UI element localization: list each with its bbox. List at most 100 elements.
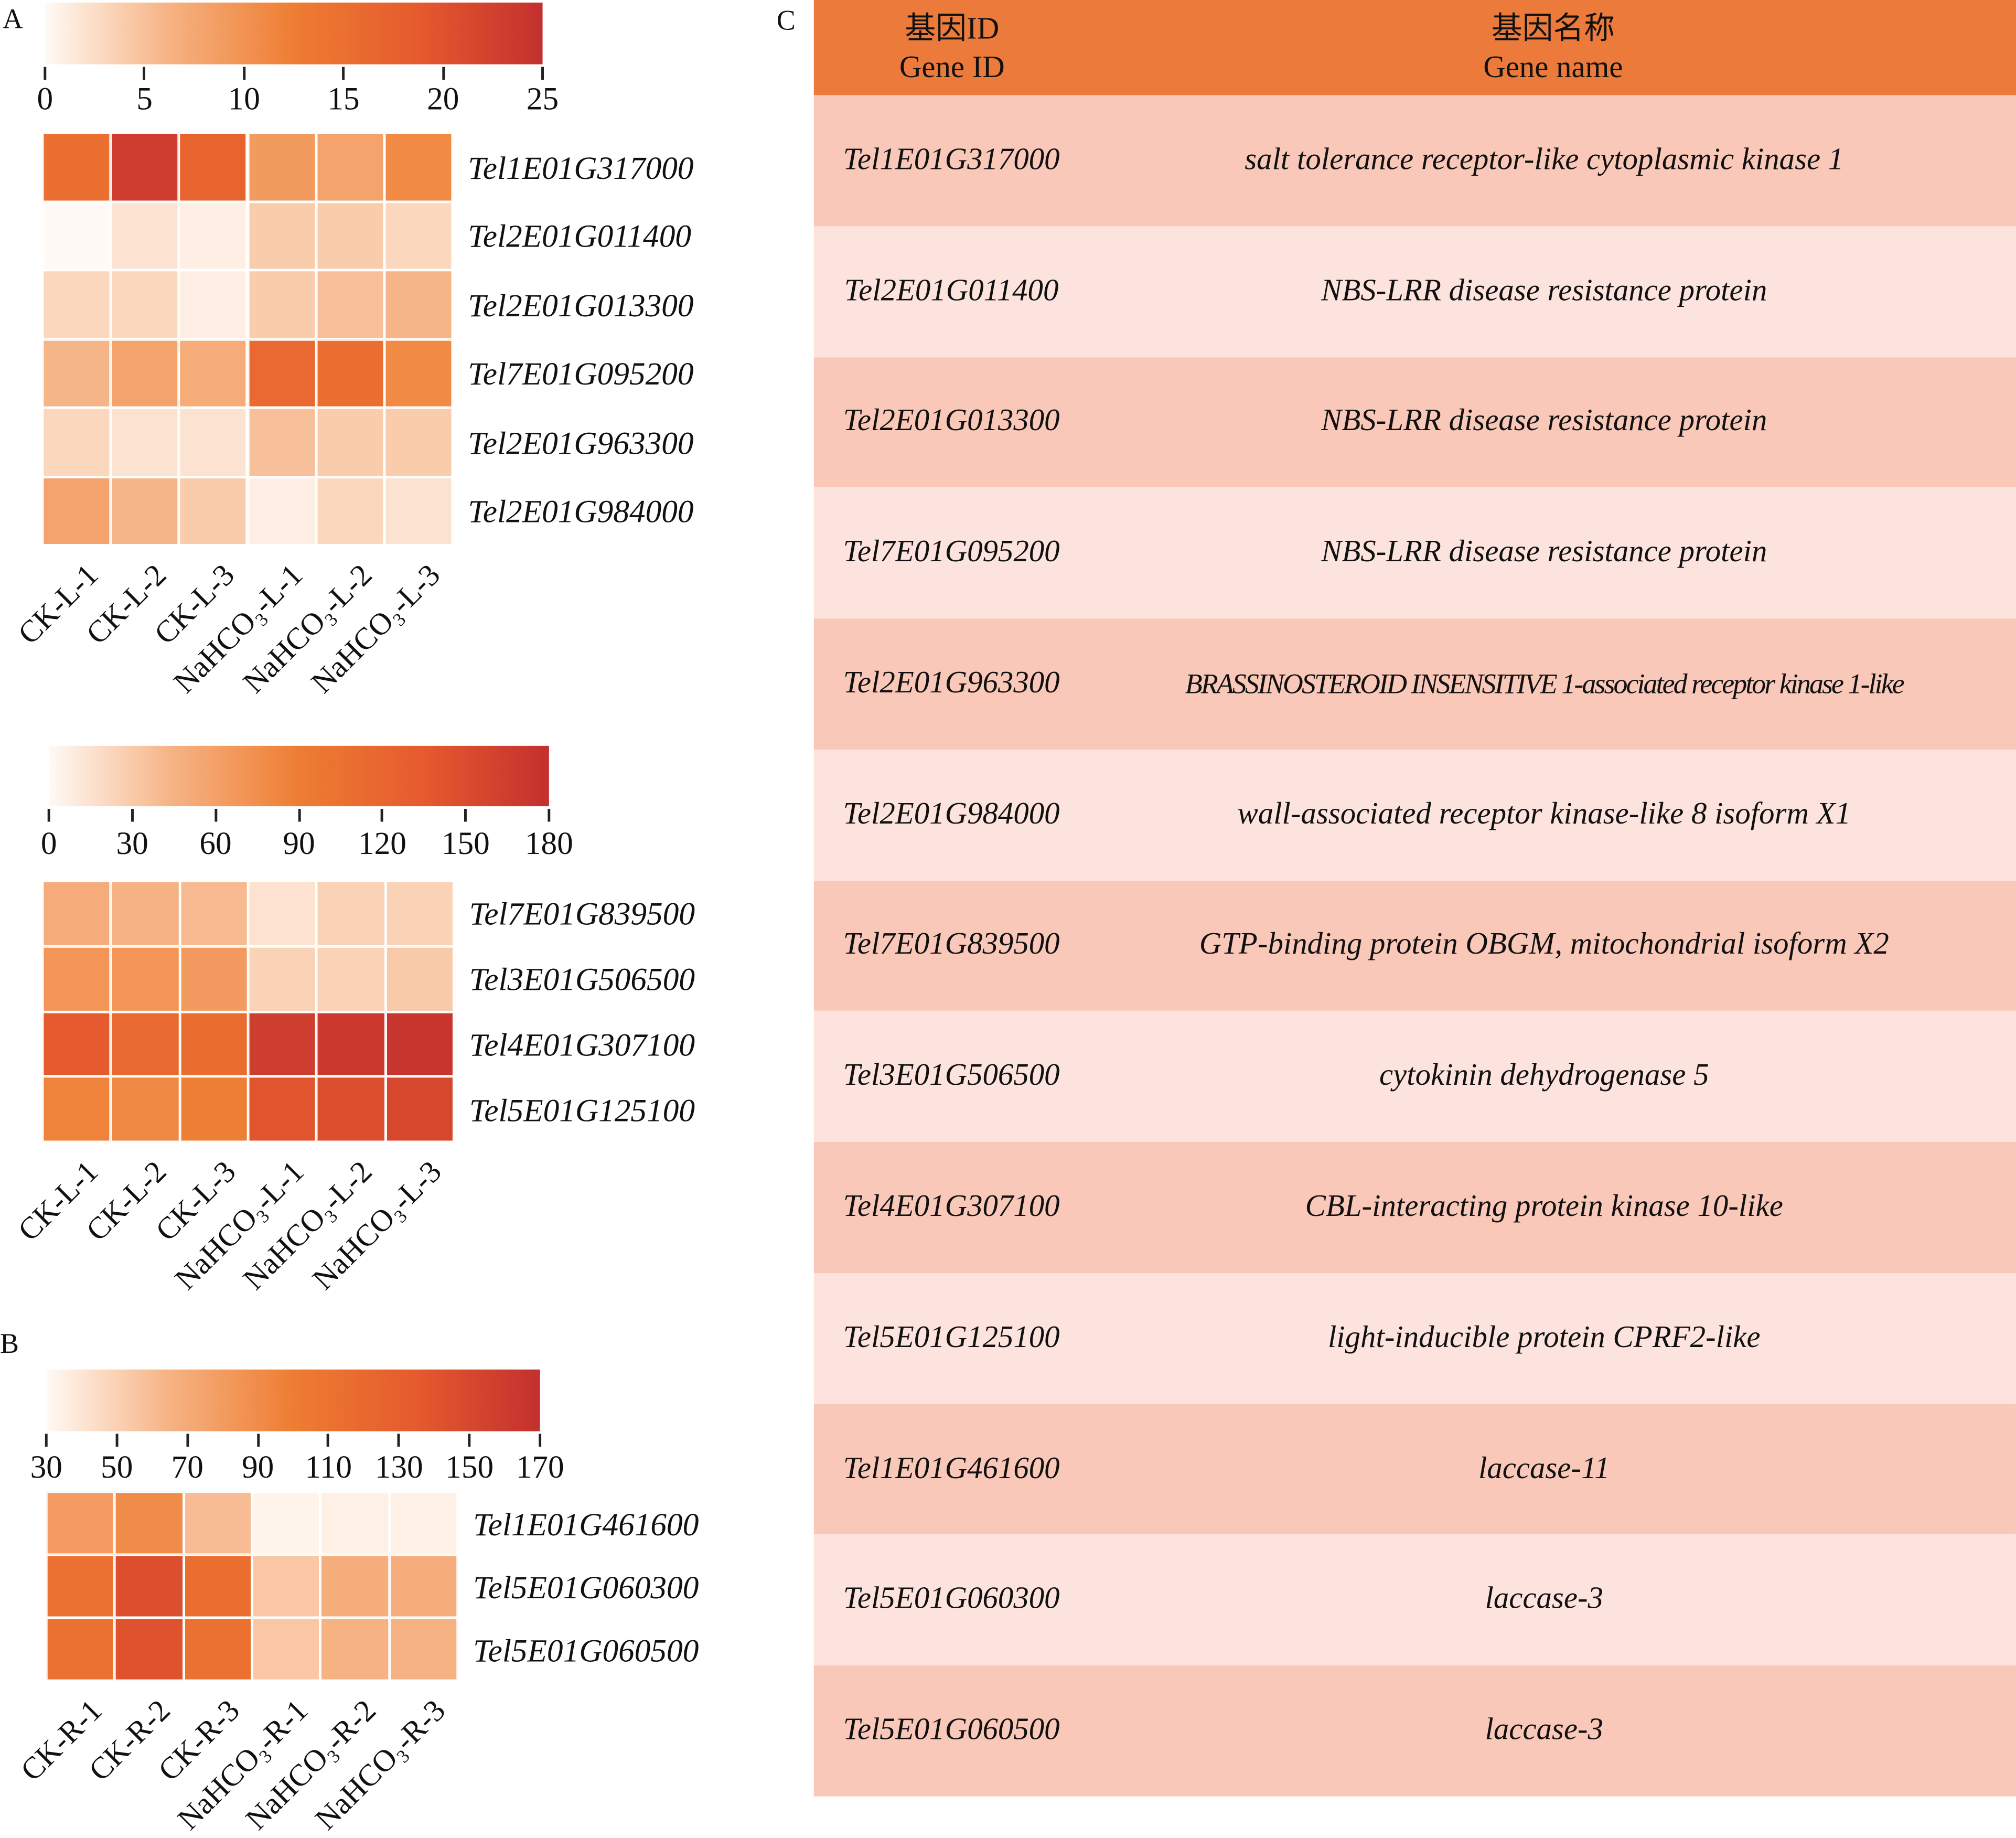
heatmap-cell <box>42 946 111 1012</box>
row-label: Tel2E01G984000 <box>468 495 694 530</box>
colorbar-tick-label: 5 <box>136 82 153 117</box>
colorbar <box>46 1369 540 1431</box>
gene-id-cell: Tel1E01G461600 <box>843 1451 1060 1486</box>
heatmap-cell <box>114 1617 184 1681</box>
heatmap-cell <box>46 1617 115 1681</box>
gene-name-cell: cytokinin dehydrogenase 5 <box>1379 1059 1709 1093</box>
heatmap-cell <box>183 1554 252 1618</box>
colorbar-tick-label: 110 <box>305 1450 352 1486</box>
row-label: Tel5E01G125100 <box>469 1094 695 1129</box>
heatmap-cell <box>320 1617 389 1681</box>
gene-id-cell: Tel5E01G060300 <box>843 1583 1060 1617</box>
table-row: Tel5E01G060500 laccase-3 <box>813 1665 2016 1797</box>
colorbar-tick-label: 30 <box>30 1450 62 1486</box>
heatmap-cell <box>252 1554 321 1618</box>
table-row: Tel2E01G013300 NBS-LRR disease resistance… <box>813 357 2016 488</box>
colorbar-tick <box>548 808 551 822</box>
row-label: Tel3E01G506500 <box>469 963 695 998</box>
heatmap-cell <box>183 1491 252 1555</box>
heatmap-cell <box>179 881 249 946</box>
colorbar-tick-label: 10 <box>228 82 260 117</box>
heatmap-cell <box>389 1491 458 1555</box>
heatmap-cell <box>316 946 385 1012</box>
heatmap-cell <box>46 1554 115 1618</box>
heatmap-cell <box>316 408 384 477</box>
heatmap-cell <box>316 132 384 201</box>
row-label: Tel2E01G013300 <box>468 288 694 324</box>
heatmap-cell <box>320 1491 389 1555</box>
colorbar-tick-label: 180 <box>524 827 573 862</box>
row-label: Tel1E01G461600 <box>473 1508 699 1543</box>
colorbar-tick <box>47 808 50 822</box>
heatmap-cell <box>42 270 111 339</box>
colorbar-tick-label: 120 <box>358 827 406 862</box>
colorbar-tick <box>464 808 467 822</box>
header-gene-name: 基因名称 Gene name <box>1090 10 2016 88</box>
heatmap-cell <box>111 881 180 946</box>
heatmap-cell <box>247 270 316 339</box>
colorbar-tick <box>44 67 47 80</box>
heatmap-cell <box>247 201 316 270</box>
heatmap-cell <box>248 1011 317 1077</box>
gene-name-cell: NBS-LRR disease resistance protein <box>1321 536 1767 570</box>
gene-id-cell: Tel2E01G984000 <box>843 797 1060 831</box>
colorbar-tick-label: 150 <box>445 1450 494 1486</box>
colorbar <box>49 745 549 807</box>
heatmap-cell <box>316 881 385 946</box>
heatmap-cell <box>179 338 248 408</box>
colorbar-tick-label: 130 <box>374 1450 423 1486</box>
colorbar-tick-label: 90 <box>242 1450 274 1486</box>
heatmap-cell <box>385 881 454 946</box>
colorbar-tick-label: 150 <box>441 827 490 862</box>
header-gene-id-zh: 基因ID <box>905 13 1000 47</box>
gene-id-cell: Tel3E01G506500 <box>843 1059 1060 1093</box>
table-row: Tel7E01G839500 GTP-binding protein OBGM, … <box>813 880 2016 1011</box>
gene-name-cell: light-inducible protein CPRF2-like <box>1327 1321 1761 1355</box>
heatmap-cell <box>42 476 111 546</box>
table-row: Tel4E01G307100 CBL-interacting protein ki… <box>813 1142 2016 1273</box>
heatmap-cell <box>114 1554 184 1618</box>
colorbar-tick-label: 90 <box>283 827 315 862</box>
heatmap-cell <box>385 1011 454 1077</box>
colorbar-tick-label: 60 <box>199 827 232 862</box>
row-label: Tel4E01G307100 <box>469 1028 695 1064</box>
colorbar-tick <box>186 1434 189 1447</box>
heatmap-cell <box>111 476 179 546</box>
heatmap-cell <box>252 1617 321 1681</box>
heatmap-cell <box>183 1617 252 1681</box>
heatmap-cell <box>179 946 249 1012</box>
heatmap-cell <box>42 201 111 270</box>
heatmap-cell <box>316 270 384 339</box>
heatmap-cell <box>46 1491 115 1555</box>
colorbar-tick <box>539 1434 542 1447</box>
colorbar-tick <box>143 67 146 80</box>
colorbar-tick <box>398 1434 401 1447</box>
heatmap-cell <box>114 1491 184 1555</box>
colorbar-tick-label: 25 <box>526 82 559 117</box>
gene-id-cell: Tel2E01G011400 <box>844 274 1059 308</box>
heatmap-cell <box>179 1076 249 1142</box>
row-label: Tel1E01G317000 <box>468 151 694 186</box>
row-label: Tel5E01G060500 <box>473 1633 699 1669</box>
colorbar-tick <box>468 1434 471 1447</box>
gene-id-cell: Tel2E01G963300 <box>843 666 1060 700</box>
heatmap-cell <box>247 408 316 477</box>
gene-name-cell: CBL-interacting protein kinase 10-like <box>1305 1190 1783 1224</box>
heatmap-cell <box>385 1076 454 1142</box>
heatmap-cell <box>384 408 453 477</box>
row-label: Tel5E01G060300 <box>473 1570 699 1606</box>
table-row: Tel1E01G461600 laccase-11 <box>813 1404 2016 1535</box>
panel-label-c: C <box>776 4 796 36</box>
gene-id-cell: Tel1E01G317000 <box>843 143 1060 177</box>
heatmap-cell <box>111 201 179 270</box>
heatmap-cell <box>111 1076 180 1142</box>
heatmap-cell <box>111 338 179 408</box>
heatmap-cell <box>111 132 179 201</box>
gene-name-cell: NBS-LRR disease resistance protein <box>1321 404 1767 439</box>
header-gene-id: 基因ID Gene ID <box>814 10 1090 88</box>
colorbar <box>45 2 543 65</box>
heatmap-cell <box>179 201 248 270</box>
heatmap-cell <box>179 1011 249 1077</box>
heatmap-cell <box>179 476 248 546</box>
